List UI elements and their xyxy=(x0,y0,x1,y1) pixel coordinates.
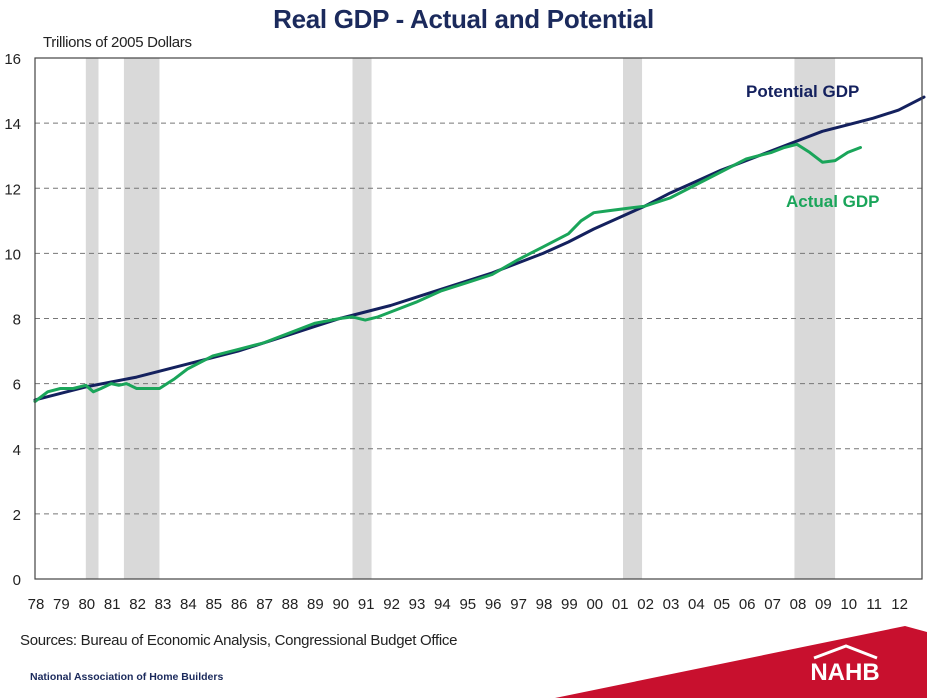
x-tick-label: 78 xyxy=(28,596,45,613)
y-tick-label: 16 xyxy=(4,51,21,68)
x-tick-label: 07 xyxy=(764,596,781,613)
x-tick-label: 81 xyxy=(104,596,121,613)
x-tick-label: 84 xyxy=(180,596,197,613)
x-tick-label: 94 xyxy=(434,596,451,613)
organization-name: National Association of Home Builders xyxy=(30,671,224,683)
x-tick-label: 95 xyxy=(459,596,476,613)
y-tick-labels: 0 2 4 6 8 10 12 14 16 xyxy=(4,51,21,589)
x-tick-label: 05 xyxy=(713,596,730,613)
y-tick-label: 8 xyxy=(13,312,21,329)
x-tick-label: 90 xyxy=(332,596,349,613)
x-tick-label: 01 xyxy=(612,596,629,613)
x-tick-labels: 78 79 80 81 82 83 84 85 86 87 88 89 90 91 92 93 94 95 96 97… xyxy=(28,596,908,613)
x-tick-label: 79 xyxy=(53,596,70,613)
y-tick-label: 0 xyxy=(13,572,21,589)
x-tick-label: 85 xyxy=(205,596,222,613)
potential-gdp-label: Potential GDP xyxy=(746,82,859,101)
x-tick-label: 11 xyxy=(866,596,882,613)
series-lines xyxy=(33,95,926,403)
x-tick-label: 80 xyxy=(78,596,95,613)
x-tick-label: 97 xyxy=(510,596,527,613)
potential-gdp-line xyxy=(33,95,926,402)
nahb-logo: NAHB xyxy=(810,659,879,686)
y-tick-label: 12 xyxy=(4,181,21,198)
plot-frame xyxy=(34,57,923,580)
x-tick-label: 91 xyxy=(358,596,375,613)
x-tick-label: 89 xyxy=(307,596,324,613)
x-tick-label: 86 xyxy=(231,596,248,613)
house-roof-icon xyxy=(813,644,878,660)
gridlines xyxy=(35,122,922,515)
x-tick-label: 09 xyxy=(815,596,832,613)
x-tick-label: 99 xyxy=(561,596,578,613)
x-tick-label: 83 xyxy=(155,596,172,613)
actual-gdp-label: Actual GDP xyxy=(786,192,880,211)
x-tick-label: 98 xyxy=(536,596,553,613)
y-axis-label: Trillions of 2005 Dollars xyxy=(43,34,192,51)
y-tick-label: 6 xyxy=(13,377,21,394)
x-tick-label: 88 xyxy=(282,596,299,613)
x-tick-label: 00 xyxy=(586,596,603,613)
x-tick-label: 12 xyxy=(891,596,908,613)
x-tick-label: 03 xyxy=(663,596,680,613)
sources-note: Sources: Bureau of Economic Analysis, Co… xyxy=(20,632,458,649)
y-tick-label: 14 xyxy=(4,116,21,133)
y-tick-label: 10 xyxy=(4,246,21,263)
x-tick-label: 87 xyxy=(256,596,273,613)
x-tick-label: 02 xyxy=(637,596,654,613)
x-tick-label: 96 xyxy=(485,596,502,613)
x-tick-label: 04 xyxy=(688,596,705,613)
x-tick-label: 08 xyxy=(790,596,807,613)
x-tick-label: 06 xyxy=(739,596,756,613)
x-tick-label: 10 xyxy=(840,596,857,613)
brand-banner xyxy=(555,626,927,698)
y-tick-label: 4 xyxy=(13,442,21,459)
chart-title: Real GDP - Actual and Potential xyxy=(273,4,654,34)
y-tick-label: 2 xyxy=(13,507,21,524)
actual-gdp-line xyxy=(33,142,862,403)
x-tick-label: 92 xyxy=(383,596,400,613)
x-tick-label: 93 xyxy=(409,596,426,613)
x-tick-label: 82 xyxy=(129,596,146,613)
